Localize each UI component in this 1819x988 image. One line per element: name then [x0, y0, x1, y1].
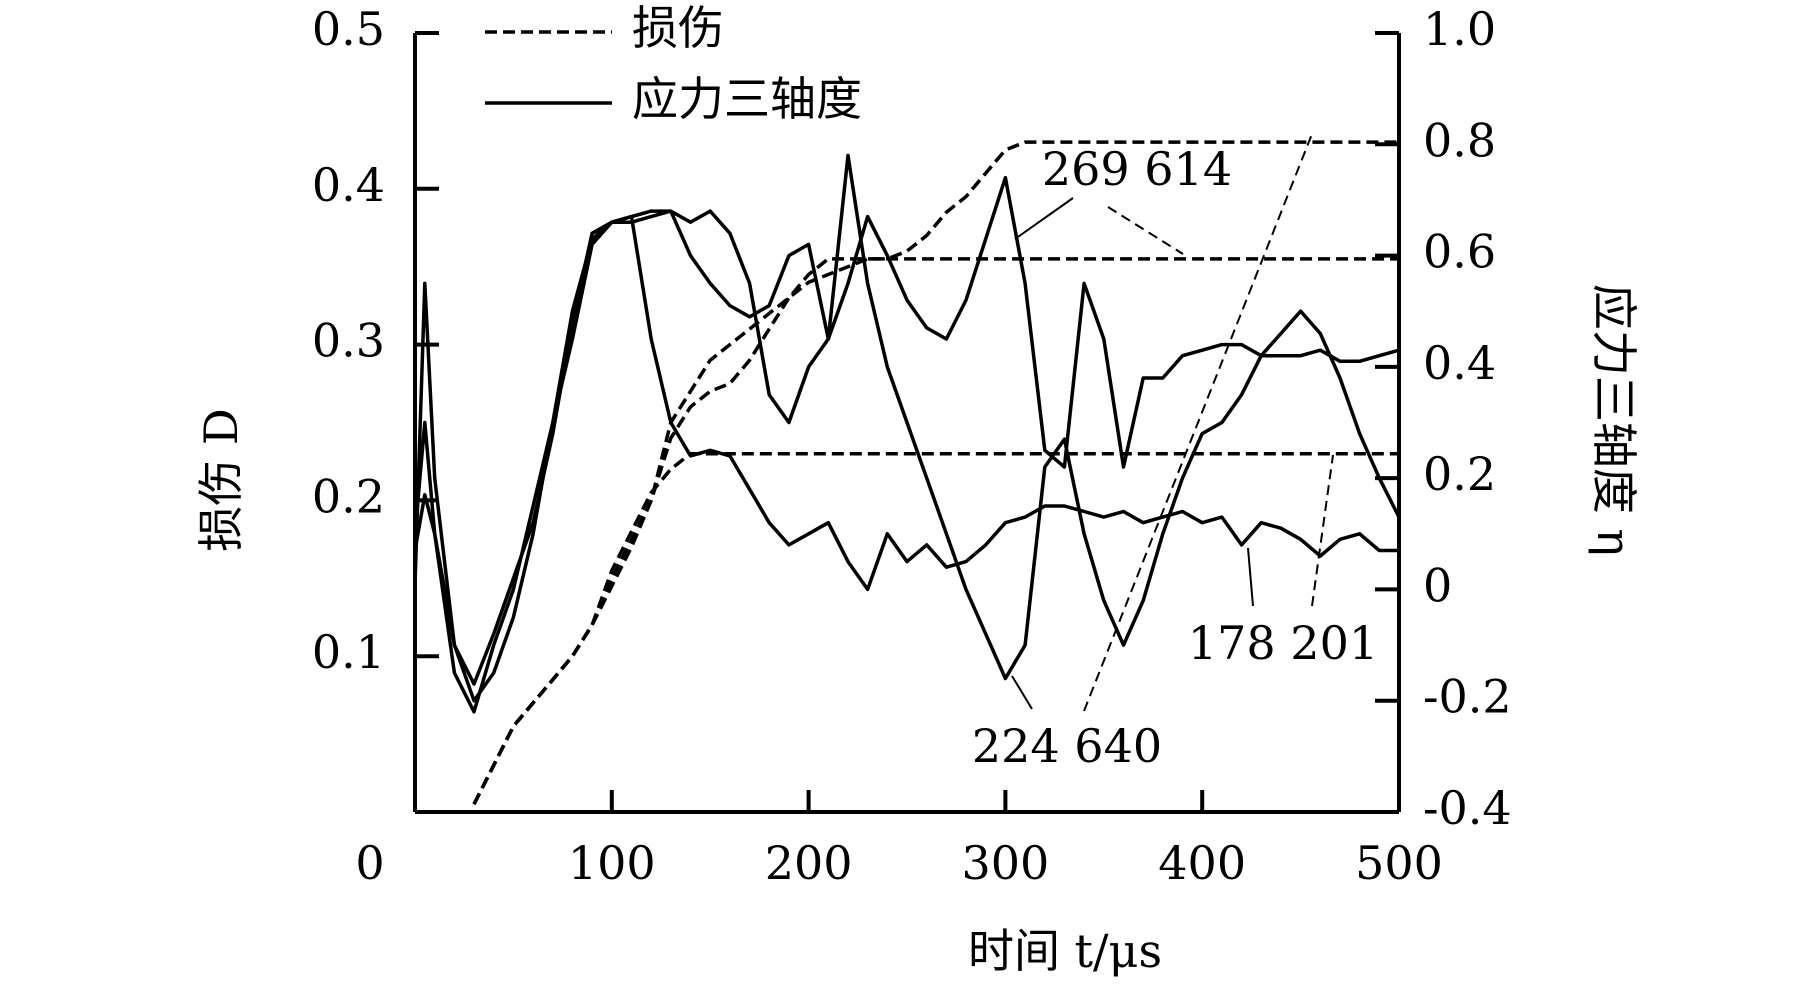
triaxiality-line [413, 214, 1399, 703]
annotation: 224 640 [972, 719, 1162, 773]
y-tick-label: 0.5 [312, 2, 385, 56]
x-tick-label: 100 [568, 836, 656, 890]
x-tick-label: 400 [1158, 836, 1246, 890]
annotation-leader [1011, 675, 1033, 710]
y2-tick-label: 0.2 [1423, 447, 1496, 501]
x-tick-label: 0 [355, 836, 384, 890]
y2-tick-label: 0.8 [1423, 113, 1496, 167]
annotation-leader [1247, 547, 1254, 607]
annotation-leader [1311, 454, 1334, 607]
damage-line [472, 451, 1399, 805]
legend-label: 损伤 [632, 1, 724, 55]
triaxiality-line [413, 153, 1401, 686]
y2-axis-label: 应力三轴度 η [1587, 284, 1641, 556]
annotation-leader [1083, 133, 1313, 712]
y-tick-label: 0.2 [312, 469, 385, 523]
damage-line [472, 257, 1399, 805]
annotation-leader [1107, 206, 1184, 255]
y2-tick-label: 1.0 [1423, 2, 1496, 56]
annotation: 178 201 [1188, 616, 1378, 670]
y2-tick-label: -0.4 [1423, 781, 1512, 835]
y-axis-label: 损伤 D [194, 408, 248, 552]
x-axis-label: 时间 t/μs [968, 924, 1162, 978]
y2-tick-label: -0.2 [1423, 670, 1512, 724]
y2-tick-label: 0 [1423, 558, 1452, 612]
damage-line [472, 140, 1399, 805]
y-tick-label: 0.3 [312, 314, 385, 368]
legend-label: 应力三轴度 [632, 72, 862, 126]
y2-tick-label: 0.4 [1423, 336, 1496, 390]
y-tick-label: 0.1 [312, 625, 385, 679]
annotation: 269 614 [1042, 142, 1232, 196]
x-tick-label: 500 [1355, 836, 1443, 890]
x-tick-label: 300 [961, 836, 1049, 890]
y-tick-label: 0.4 [312, 158, 385, 212]
y2-tick-label: 0.6 [1423, 225, 1496, 279]
x-tick-label: 200 [765, 836, 853, 890]
annotation-leader [1014, 197, 1074, 240]
